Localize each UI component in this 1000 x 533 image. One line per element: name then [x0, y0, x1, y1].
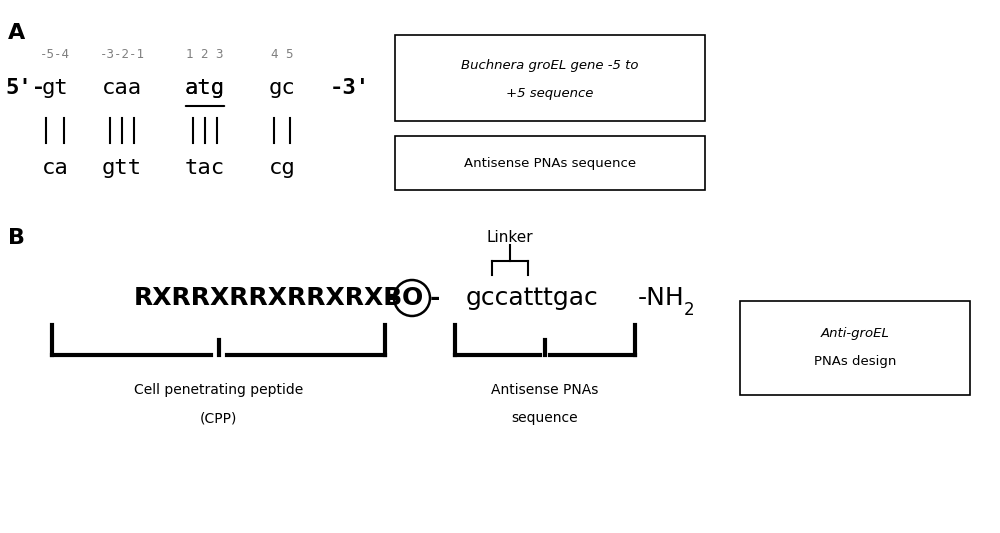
Text: 2: 2 — [684, 301, 695, 319]
Text: ca: ca — [42, 158, 68, 178]
Text: cg: cg — [269, 158, 295, 178]
Text: gccatttgac: gccatttgac — [466, 286, 598, 310]
Text: RXRRXRRXRRXRXB: RXRRXRRXRRXRXB — [133, 286, 403, 310]
Text: -: - — [387, 286, 397, 310]
Text: A: A — [8, 23, 25, 43]
Text: PNAs design: PNAs design — [814, 356, 896, 368]
Text: Buchnera groEL gene -5 to: Buchnera groEL gene -5 to — [461, 60, 639, 72]
FancyBboxPatch shape — [395, 136, 705, 190]
Text: -NH: -NH — [638, 286, 685, 310]
Text: atg: atg — [185, 78, 225, 98]
Text: Antisense PNAs sequence: Antisense PNAs sequence — [464, 157, 636, 169]
Text: -: - — [430, 286, 440, 310]
FancyBboxPatch shape — [740, 301, 970, 395]
Text: gt: gt — [42, 78, 68, 98]
Text: 1 2 3: 1 2 3 — [186, 48, 224, 61]
Text: 4 5: 4 5 — [271, 48, 293, 61]
Text: 5'-: 5'- — [5, 78, 45, 98]
FancyBboxPatch shape — [395, 35, 705, 121]
Text: Linker: Linker — [487, 230, 533, 245]
Text: -3': -3' — [330, 78, 370, 98]
Text: tac: tac — [185, 158, 225, 178]
Text: +5 sequence: +5 sequence — [506, 86, 594, 100]
Text: Cell penetrating peptide: Cell penetrating peptide — [134, 383, 303, 397]
Text: gc: gc — [269, 78, 295, 98]
Text: sequence: sequence — [512, 411, 578, 425]
Text: O: O — [401, 286, 423, 310]
Text: Antisense PNAs: Antisense PNAs — [491, 383, 599, 397]
Text: B: B — [8, 228, 25, 248]
Text: (CPP): (CPP) — [200, 411, 237, 425]
Text: -5-4: -5-4 — [40, 48, 70, 61]
Text: caa: caa — [102, 78, 142, 98]
Text: Anti-groEL: Anti-groEL — [821, 327, 889, 341]
Text: -3-2-1: -3-2-1 — [100, 48, 144, 61]
Text: gtt: gtt — [102, 158, 142, 178]
Text: atg: atg — [185, 78, 225, 98]
